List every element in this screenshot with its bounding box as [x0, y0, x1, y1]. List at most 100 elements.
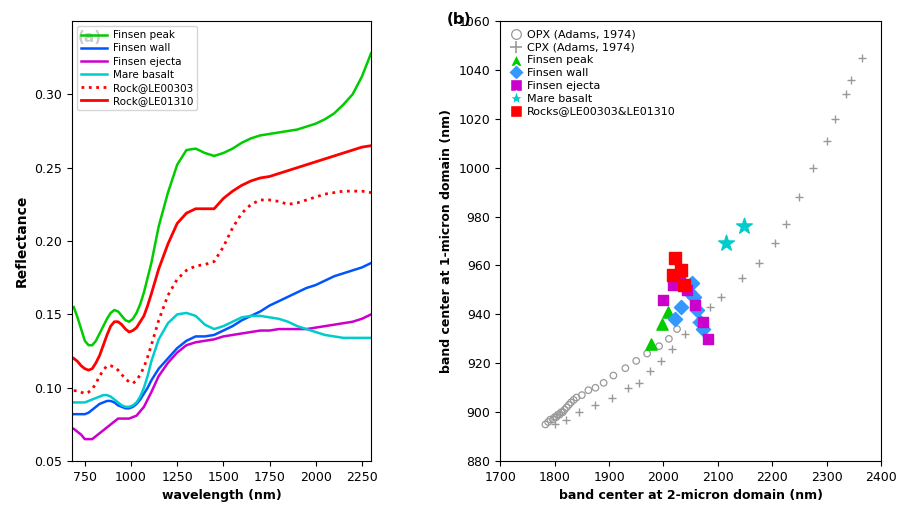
- Finsen ejecta: [236, 330, 247, 336]
- Finsen wall: [674, 303, 689, 311]
- Finsen ejecta: [357, 315, 368, 322]
- Finsen ejecta: [142, 396, 153, 402]
- Mare basalt: [329, 333, 340, 340]
- Finsen peak: [94, 330, 105, 336]
- Finsen ejecta: [218, 333, 228, 340]
- Mare basalt: [366, 335, 377, 341]
- Finsen peak: [128, 315, 138, 322]
- Rock@LE01310: [68, 355, 79, 362]
- Rock@LE01310: [128, 328, 138, 334]
- Mare basalt: [124, 403, 135, 410]
- Mare basalt: [142, 373, 153, 379]
- Mare basalt: [105, 394, 116, 400]
- Finsen wall: [87, 407, 98, 413]
- Finsen peak: [366, 50, 377, 57]
- Finsen peak: [72, 314, 83, 321]
- Mare basalt: [76, 399, 86, 406]
- Rock@LE00303: [112, 367, 123, 373]
- Finsen ejecta: [79, 436, 90, 442]
- Rock@LE01310: [79, 366, 90, 372]
- Finsen peak: [200, 150, 210, 156]
- Rock@LE00303: [338, 188, 349, 194]
- CPX (Adams, 1974): [664, 344, 679, 353]
- Finsen wall: [181, 337, 191, 344]
- Finsen ejecta: [83, 436, 93, 442]
- Finsen wall: [209, 332, 219, 338]
- Finsen wall: [191, 333, 201, 340]
- Rock@LE00303: [124, 379, 135, 385]
- Rock@LE00303: [128, 380, 138, 387]
- Mare basalt: [292, 323, 303, 329]
- Rock@LE00303: [172, 276, 182, 282]
- Rock@LE00303: [347, 188, 358, 194]
- CPX (Adams, 1974): [768, 239, 782, 248]
- OPX (Adams, 1974): [554, 408, 568, 417]
- OPX (Adams, 1974): [581, 386, 595, 395]
- Mare basalt: [68, 399, 79, 406]
- Rock@LE00303: [146, 342, 156, 348]
- Rock@LE00303: [142, 354, 153, 360]
- Y-axis label: Reflectance: Reflectance: [14, 195, 29, 287]
- Finsen ejecta: [701, 335, 716, 343]
- Finsen wall: [264, 302, 275, 309]
- OPX (Adams, 1974): [562, 401, 576, 409]
- Text: (a): (a): [78, 30, 102, 45]
- CPX (Adams, 1974): [714, 293, 728, 301]
- Finsen peak: [87, 342, 98, 348]
- Finsen wall: [135, 396, 146, 402]
- Rock@LE01310: [310, 159, 321, 165]
- Finsen peak: [181, 147, 191, 153]
- Rocks@LE00303&LE01310: [677, 281, 691, 289]
- Rock@LE01310: [236, 182, 247, 189]
- OPX (Adams, 1974): [629, 357, 644, 365]
- Rock@LE01310: [301, 161, 312, 168]
- Legend: OPX (Adams, 1974), CPX (Adams, 1974), Finsen peak, Finsen wall, Finsen ejecta, M: OPX (Adams, 1974), CPX (Adams, 1974), Fi…: [506, 27, 679, 120]
- OPX (Adams, 1974): [557, 406, 572, 414]
- Rock@LE01310: [154, 266, 165, 272]
- Rock@LE00303: [200, 261, 210, 268]
- Rock@LE00303: [310, 194, 321, 200]
- Mare basalt: [87, 396, 98, 402]
- Rock@LE00303: [105, 363, 116, 369]
- Finsen peak: [138, 289, 149, 296]
- Mare basalt: [357, 335, 368, 341]
- Finsen peak: [76, 326, 86, 332]
- Finsen wall: [357, 264, 368, 270]
- CPX (Adams, 1974): [678, 330, 692, 338]
- X-axis label: band center at 2-micron domain (nm): band center at 2-micron domain (nm): [558, 489, 823, 503]
- Mare basalt: [120, 403, 131, 410]
- Rock@LE00303: [131, 377, 142, 384]
- Finsen wall: [116, 403, 127, 410]
- Mare basalt: [245, 313, 256, 319]
- Rock@LE01310: [357, 144, 368, 150]
- Finsen peak: [172, 161, 182, 168]
- Finsen peak: [102, 315, 112, 322]
- Finsen peak: [273, 129, 284, 136]
- Finsen ejecta: [72, 429, 83, 435]
- Finsen ejecta: [319, 323, 330, 329]
- Finsen wall: [329, 273, 340, 279]
- Finsen wall: [282, 293, 293, 300]
- Rock@LE00303: [329, 190, 340, 196]
- Mare basalt: [109, 396, 120, 402]
- CPX (Adams, 1974): [558, 416, 573, 424]
- OPX (Adams, 1974): [564, 398, 578, 407]
- Finsen wall: [200, 333, 210, 340]
- Rock@LE01310: [131, 324, 142, 331]
- CPX (Adams, 1974): [844, 75, 859, 84]
- Mare basalt: [347, 335, 358, 341]
- Finsen ejecta: [87, 436, 98, 442]
- Finsen wall: [681, 288, 696, 297]
- OPX (Adams, 1974): [569, 394, 583, 402]
- Finsen wall: [218, 328, 228, 334]
- Rock@LE01310: [91, 359, 102, 366]
- Rock@LE01310: [98, 342, 109, 348]
- Finsen ejecta: [282, 326, 293, 332]
- CPX (Adams, 1974): [588, 401, 602, 409]
- Finsen peak: [109, 307, 120, 313]
- Rock@LE00303: [236, 210, 247, 216]
- Finsen ejecta: [209, 336, 219, 343]
- Rock@LE00303: [109, 364, 120, 370]
- Rock@LE00303: [301, 197, 312, 203]
- Rock@LE01310: [172, 220, 182, 226]
